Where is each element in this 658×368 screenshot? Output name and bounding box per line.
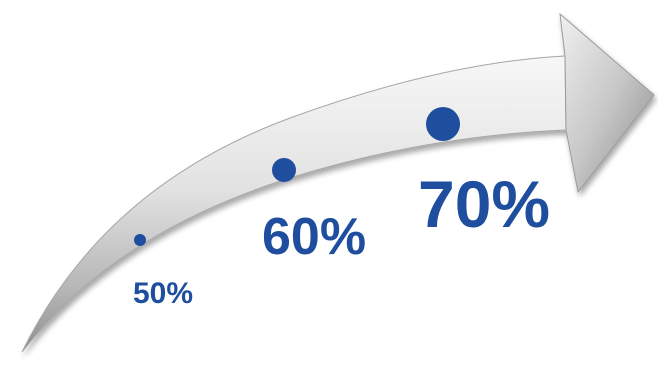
milestone-dot-60 bbox=[272, 158, 296, 182]
arrow-head bbox=[559, 12, 655, 194]
milestone-dot-70 bbox=[426, 107, 460, 141]
curved-arrow-shape bbox=[21, 12, 655, 353]
milestone-label-50: 50% bbox=[133, 277, 193, 310]
milestone-dot-50 bbox=[134, 234, 146, 246]
milestone-label-60: 60% bbox=[262, 208, 366, 266]
milestone-label-70: 70% bbox=[418, 167, 550, 241]
